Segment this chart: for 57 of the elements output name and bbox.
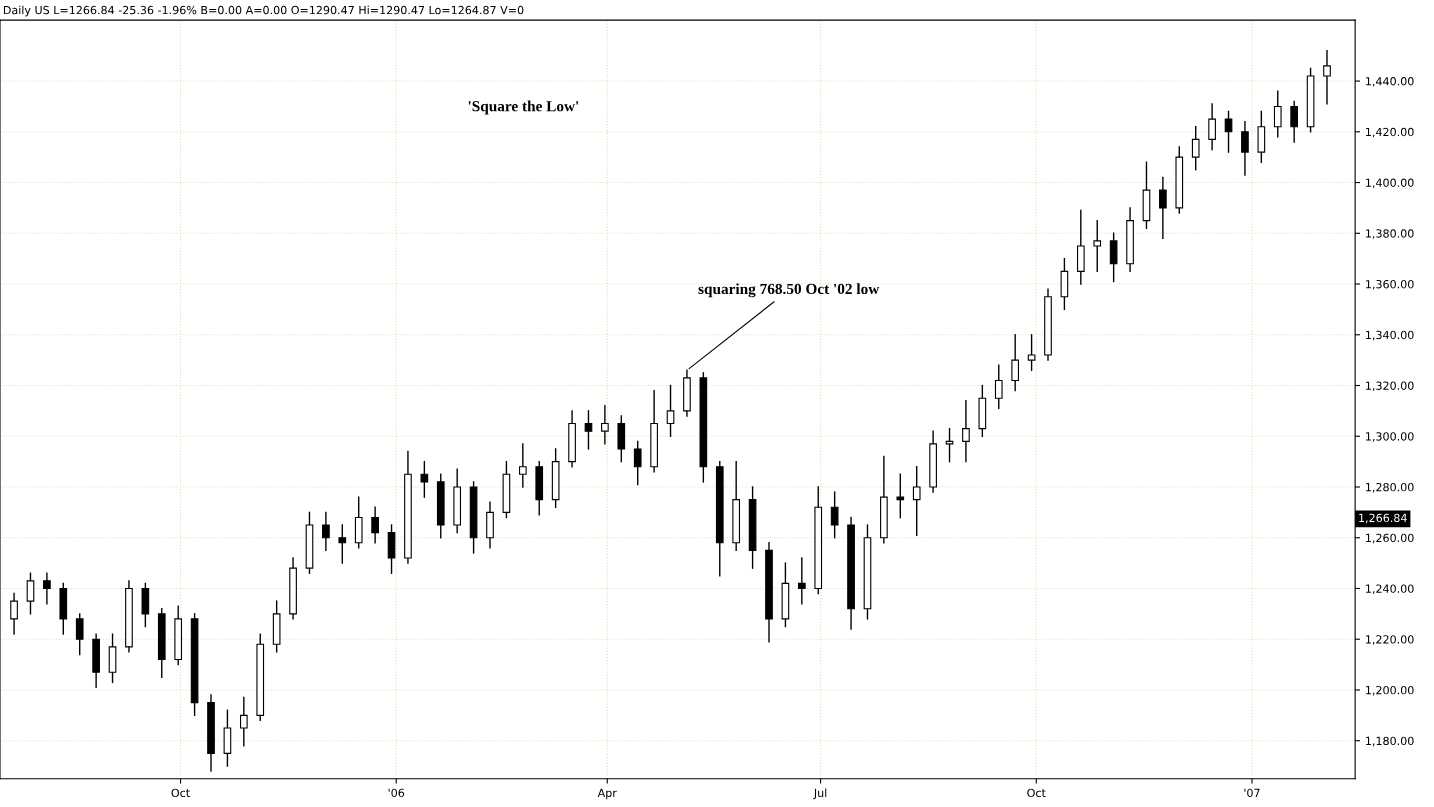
text: 1,266.84 (1359, 513, 1407, 524)
x-tick-label: Apr (597, 788, 617, 800)
candlestick (43, 572, 51, 605)
annotation: 'Square the Low' (468, 100, 579, 115)
annotation: squaring 768.50 Oct '02 low (698, 283, 880, 298)
candlestick (633, 440, 642, 486)
candlestick (945, 427, 954, 463)
candlestick (1093, 219, 1102, 273)
candlestick (896, 473, 905, 519)
candlestick (322, 511, 330, 552)
candlestick (1159, 176, 1167, 240)
candlestick (666, 384, 675, 437)
candlestick (962, 400, 970, 463)
candlestick (1241, 120, 1249, 176)
candlestick (912, 466, 921, 536)
candlestick (338, 524, 347, 564)
candlestick (830, 491, 839, 539)
candlestick (797, 557, 806, 605)
candlestick (1290, 100, 1299, 143)
y-tick-label: 1,380.00 (1366, 229, 1414, 239)
candlestick (1027, 334, 1036, 371)
y-tick-label: 1,180.00 (1366, 736, 1414, 747)
y-tick-label: 1,220.00 (1366, 635, 1414, 645)
x-tick-label: Jul (813, 788, 827, 800)
x-tick-label: '06 (388, 788, 405, 798)
candlestick (371, 506, 379, 544)
y-tick-label: 1,260.00 (1366, 533, 1414, 544)
y-tick-label: 1,400.00 (1366, 178, 1414, 189)
y-tick-label: 1,420.00 (1366, 127, 1414, 138)
y-tick-label: 1,200.00 (1366, 685, 1414, 696)
x-tick-label: '07 (1244, 788, 1260, 798)
candlestick (239, 696, 248, 747)
y-tick-label: 1,320.00 (1366, 381, 1414, 392)
y-tick-label: 1,280.00 (1366, 482, 1414, 493)
x-tick-label: Oct (171, 788, 190, 798)
candlestick (420, 460, 429, 498)
y-tick-label: 1,300.00 (1366, 432, 1414, 442)
candlestick (1224, 110, 1233, 153)
candlestick (75, 613, 84, 656)
candlestick (601, 405, 609, 445)
candlestick (518, 443, 527, 488)
candlestick (10, 592, 18, 635)
candlestick (1323, 49, 1331, 105)
candlestick (1109, 232, 1118, 283)
y-tick-label: 1,360.00 (1366, 280, 1414, 290)
y-tick-label: 1,340.00 (1366, 330, 1414, 341)
candlestick (994, 364, 1003, 410)
text: Daily US L=1266.84 -25.36 -1.96% B=0.00 A=0.00 O=1290.47 Hi=1290.47 Lo=1264.87 V=0 (3, 5, 524, 17)
candlestick (584, 410, 593, 450)
candlestick (1208, 103, 1216, 151)
x-tick-label: Oct (1027, 788, 1046, 798)
candlestick (1273, 90, 1282, 138)
y-tick-label: 1,240.00 (1366, 584, 1414, 594)
candlestick (26, 572, 35, 615)
candlestick (1011, 334, 1020, 392)
candlestick (1191, 126, 1200, 171)
y-tick-label: 1,440.00 (1366, 77, 1414, 87)
